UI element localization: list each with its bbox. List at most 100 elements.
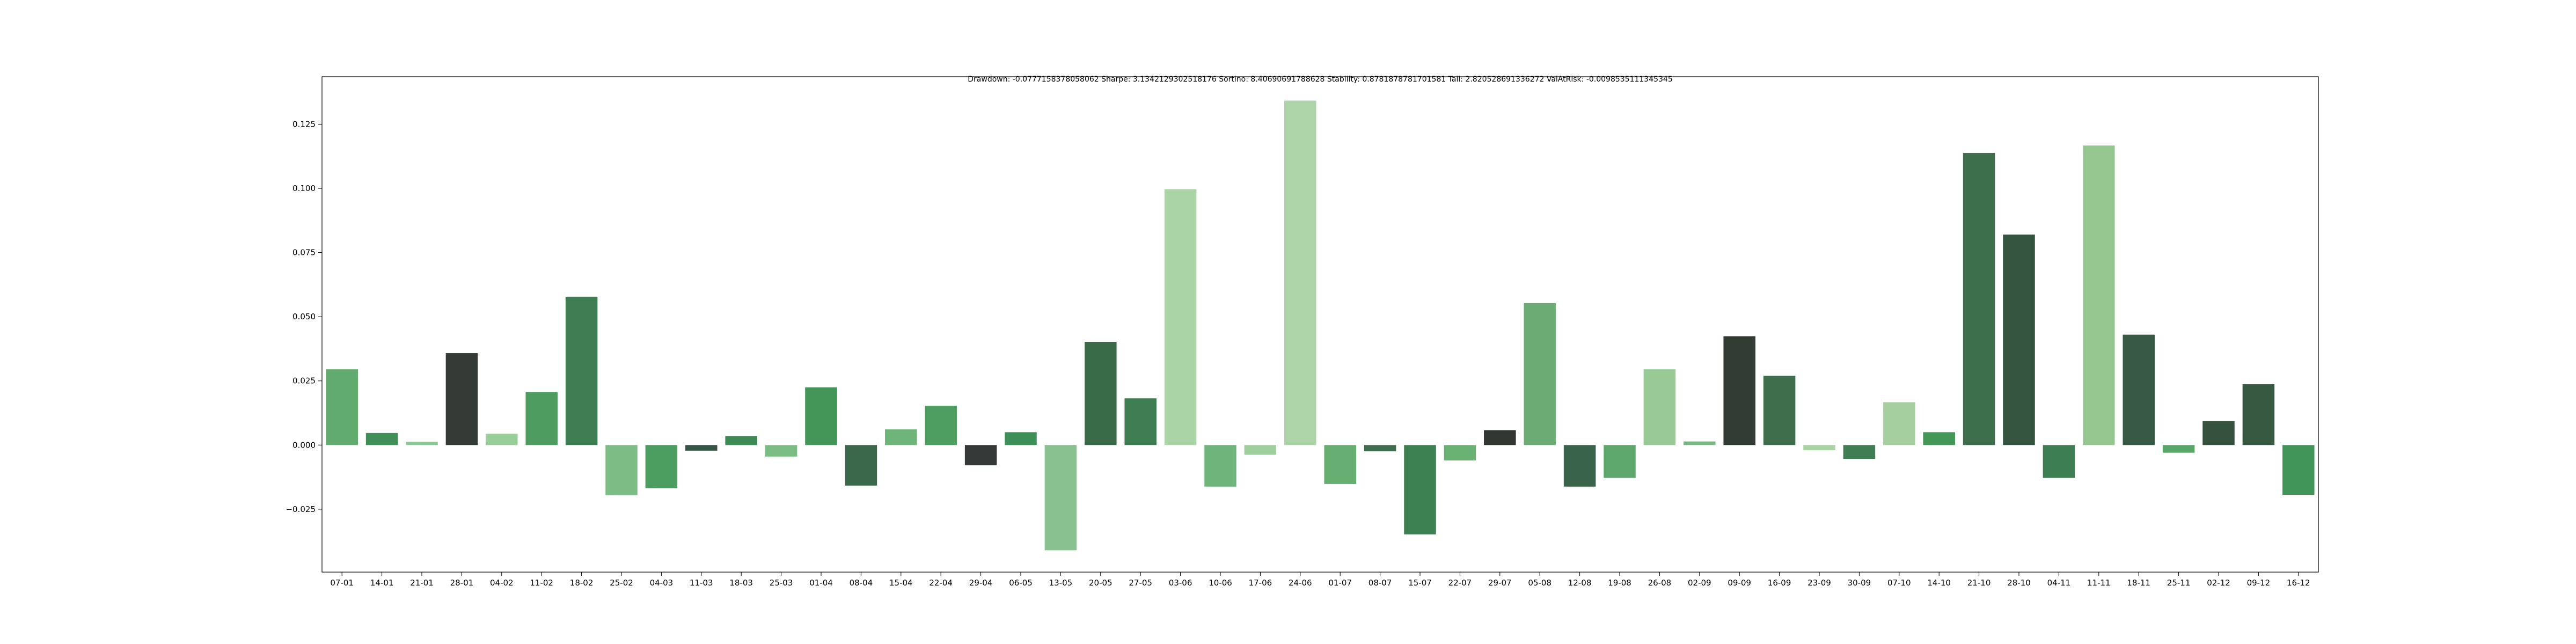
x-tick-label: 07-10 bbox=[1887, 578, 1911, 588]
x-tick-label: 08-07 bbox=[1368, 578, 1392, 588]
bar-14-10 bbox=[1923, 432, 1955, 445]
x-tick-label: 03-06 bbox=[1169, 578, 1192, 588]
x-tick-label: 17-06 bbox=[1249, 578, 1272, 588]
bar-04-02 bbox=[486, 434, 518, 445]
bar-13-05 bbox=[1044, 445, 1077, 551]
bar-02-09 bbox=[1684, 441, 1716, 445]
x-tick-label: 21-01 bbox=[410, 578, 434, 588]
bar-26-08 bbox=[1643, 369, 1676, 445]
bar-25-02 bbox=[605, 445, 638, 495]
x-tick-label: 25-11 bbox=[2167, 578, 2191, 588]
x-tick-label: 18-02 bbox=[570, 578, 594, 588]
bar-04-03 bbox=[645, 445, 678, 488]
x-tick-label: 29-04 bbox=[969, 578, 993, 588]
x-tick-label: 11-11 bbox=[2087, 578, 2111, 588]
bar-18-02 bbox=[565, 296, 598, 445]
x-tick-label: 16-12 bbox=[2287, 578, 2310, 588]
bars-group bbox=[326, 100, 2315, 551]
x-tick-label: 15-04 bbox=[889, 578, 913, 588]
bar-11-02 bbox=[525, 392, 558, 445]
bar-06-05 bbox=[1005, 432, 1037, 445]
x-tick-label: 09-12 bbox=[2247, 578, 2271, 588]
bar-22-07 bbox=[1444, 445, 1476, 460]
bar-11-03 bbox=[685, 445, 718, 451]
x-tick-label: 24-06 bbox=[1289, 578, 1312, 588]
bar-28-01 bbox=[445, 353, 478, 445]
bar-02-12 bbox=[2202, 421, 2235, 445]
bar-14-01 bbox=[365, 433, 398, 445]
y-tick-label: 0.125 bbox=[292, 119, 316, 129]
x-tick-label: 05-08 bbox=[1528, 578, 1552, 588]
bar-09-12 bbox=[2242, 384, 2275, 445]
x-tick-label: 13-05 bbox=[1049, 578, 1073, 588]
x-tick-label: 12-08 bbox=[1568, 578, 1592, 588]
x-tick-label: 11-02 bbox=[530, 578, 553, 588]
x-tick-label: 28-01 bbox=[450, 578, 474, 588]
x-tick-label: 10-06 bbox=[1209, 578, 1232, 588]
y-tick-label: 0.075 bbox=[292, 248, 316, 258]
bar-12-08 bbox=[1563, 445, 1596, 487]
x-tick-label: 15-07 bbox=[1408, 578, 1432, 588]
x-tick-label: 04-03 bbox=[650, 578, 674, 588]
bar-01-07 bbox=[1324, 445, 1356, 484]
bar-29-07 bbox=[1484, 430, 1516, 445]
bar-21-01 bbox=[406, 442, 438, 445]
x-tick-label: 14-10 bbox=[1927, 578, 1951, 588]
x-tick-label: 08-04 bbox=[850, 578, 873, 588]
x-tick-label: 29-07 bbox=[1488, 578, 1512, 588]
bar-22-04 bbox=[925, 406, 957, 445]
bar-30-09 bbox=[1843, 445, 1876, 459]
bar-07-10 bbox=[1883, 402, 1915, 445]
x-tick-label: 16-09 bbox=[1768, 578, 1791, 588]
x-tick-label: 30-09 bbox=[1848, 578, 1871, 588]
x-tick-label: 18-11 bbox=[2127, 578, 2150, 588]
bar-29-04 bbox=[964, 445, 997, 466]
x-tick-label: 28-10 bbox=[2007, 578, 2031, 588]
bar-03-06 bbox=[1164, 189, 1197, 445]
x-tick-label: 25-02 bbox=[610, 578, 633, 588]
bar-10-06 bbox=[1204, 445, 1236, 487]
x-tick-label: 22-04 bbox=[929, 578, 953, 588]
x-tick-label: 14-01 bbox=[370, 578, 394, 588]
bar-18-03 bbox=[725, 436, 757, 445]
x-tick-label: 20-05 bbox=[1089, 578, 1113, 588]
bar-28-10 bbox=[2003, 235, 2035, 445]
bar-25-11 bbox=[2162, 445, 2195, 453]
bar-08-04 bbox=[845, 445, 877, 486]
bar-23-09 bbox=[1803, 445, 1835, 450]
bar-15-04 bbox=[885, 429, 917, 445]
x-tick-label: 02-09 bbox=[1688, 578, 1711, 588]
bar-27-05 bbox=[1124, 398, 1157, 445]
x-tick-label: 01-04 bbox=[809, 578, 833, 588]
x-tick-label: 23-09 bbox=[1807, 578, 1831, 588]
x-tick-label: 19-08 bbox=[1608, 578, 1631, 588]
y-tick-label: −0.025 bbox=[286, 504, 316, 514]
y-tick-label: 0.025 bbox=[292, 376, 316, 386]
bar-19-08 bbox=[1604, 445, 1636, 478]
x-tick-label: 18-03 bbox=[729, 578, 753, 588]
plot-frame bbox=[321, 76, 2319, 573]
x-tick-label: 11-03 bbox=[690, 578, 713, 588]
y-tick-label: 0.050 bbox=[292, 312, 316, 321]
bar-16-09 bbox=[1763, 376, 1796, 445]
bar-01-04 bbox=[805, 387, 837, 445]
x-tick-label: 27-05 bbox=[1129, 578, 1152, 588]
x-tick-label: 22-07 bbox=[1448, 578, 1472, 588]
x-tick-label: 07-01 bbox=[330, 578, 354, 588]
bar-17-06 bbox=[1244, 445, 1277, 455]
chart-title: Drawdown: -0.0777158378058062 Sharpe: 3.… bbox=[968, 75, 1673, 84]
x-tick-label: 01-07 bbox=[1328, 578, 1352, 588]
bar-25-03 bbox=[765, 445, 797, 457]
y-axis: −0.025 0.000 0.025 0.050 0.075 0.100 0.125 bbox=[286, 119, 322, 514]
x-tick-label: 25-03 bbox=[770, 578, 793, 588]
bar-21-10 bbox=[1963, 153, 1995, 445]
x-tick-label: 26-08 bbox=[1648, 578, 1672, 588]
bar-05-08 bbox=[1524, 303, 1556, 445]
bar-16-12 bbox=[2282, 445, 2315, 495]
x-tick-label: 21-10 bbox=[1967, 578, 1991, 588]
bar-15-07 bbox=[1404, 445, 1436, 535]
bar-09-09 bbox=[1723, 336, 1755, 445]
y-tick-label: 0.100 bbox=[292, 184, 316, 193]
bar-18-11 bbox=[2123, 334, 2155, 445]
